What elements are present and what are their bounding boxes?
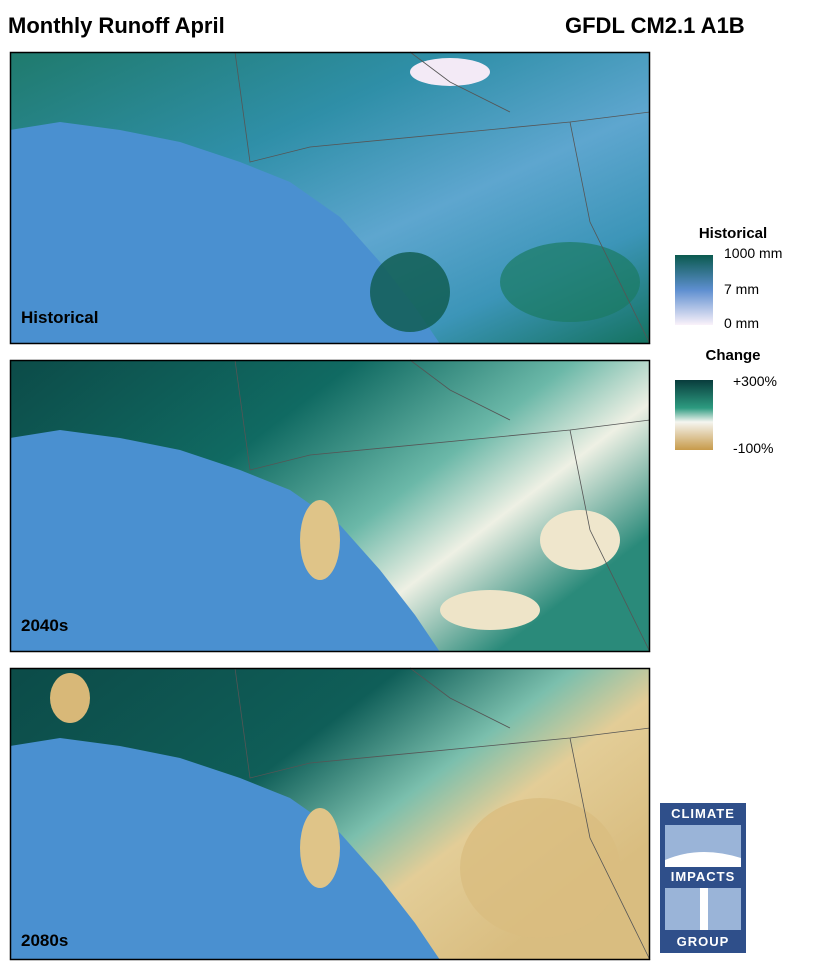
legend-label: -100%: [733, 440, 773, 456]
legend-title: Historical: [699, 225, 767, 242]
logo-text: IMPACTS: [671, 869, 736, 884]
logo: CLIMATE IMPACTS GROUP: [660, 803, 746, 953]
logo-text: GROUP: [677, 934, 730, 949]
panel-label: Historical: [21, 308, 98, 327]
map-panel: 2040s: [9, 359, 651, 653]
panel-label: 2040s: [21, 616, 68, 635]
legend-label: 0 mm: [724, 315, 759, 331]
legend-label: 1000 mm: [724, 245, 782, 261]
logo-text: CLIMATE: [671, 806, 735, 821]
map-panel: Historical: [9, 51, 651, 345]
title: Monthly Runoff April: [8, 13, 225, 38]
legend-title: Change: [705, 347, 760, 364]
map-panel: 2080s: [9, 667, 651, 961]
legend-label: +300%: [733, 373, 777, 389]
model: GFDL CM2.1 A1B: [565, 13, 745, 38]
legend-bar: [675, 255, 713, 325]
legend-bar: [675, 380, 713, 450]
legend-label: 7 mm: [724, 281, 759, 297]
panel-label: 2080s: [21, 931, 68, 950]
